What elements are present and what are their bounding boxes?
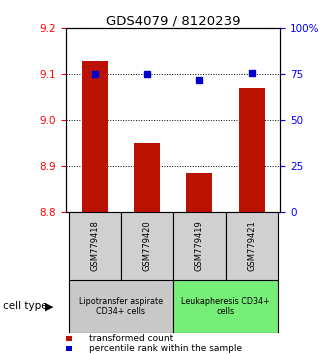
Text: ▶: ▶ <box>45 301 53 311</box>
Bar <box>82 61 108 212</box>
Bar <box>173 280 278 333</box>
Bar <box>121 212 173 280</box>
Text: cell type: cell type <box>3 301 48 311</box>
Text: GSM779419: GSM779419 <box>195 221 204 272</box>
Text: Lipotransfer aspirate
CD34+ cells: Lipotransfer aspirate CD34+ cells <box>79 297 163 316</box>
Bar <box>239 88 265 212</box>
Text: percentile rank within the sample: percentile rank within the sample <box>89 344 242 353</box>
Bar <box>69 212 121 280</box>
Text: GSM779418: GSM779418 <box>90 221 99 272</box>
Bar <box>69 280 173 333</box>
Title: GDS4079 / 8120239: GDS4079 / 8120239 <box>106 14 241 27</box>
Bar <box>134 143 160 212</box>
Bar <box>186 173 213 212</box>
Text: GSM779421: GSM779421 <box>247 221 256 272</box>
Text: GSM779420: GSM779420 <box>143 221 151 272</box>
Bar <box>226 212 278 280</box>
Text: Leukapheresis CD34+
cells: Leukapheresis CD34+ cells <box>181 297 270 316</box>
Bar <box>173 212 226 280</box>
Text: transformed count: transformed count <box>89 334 173 343</box>
